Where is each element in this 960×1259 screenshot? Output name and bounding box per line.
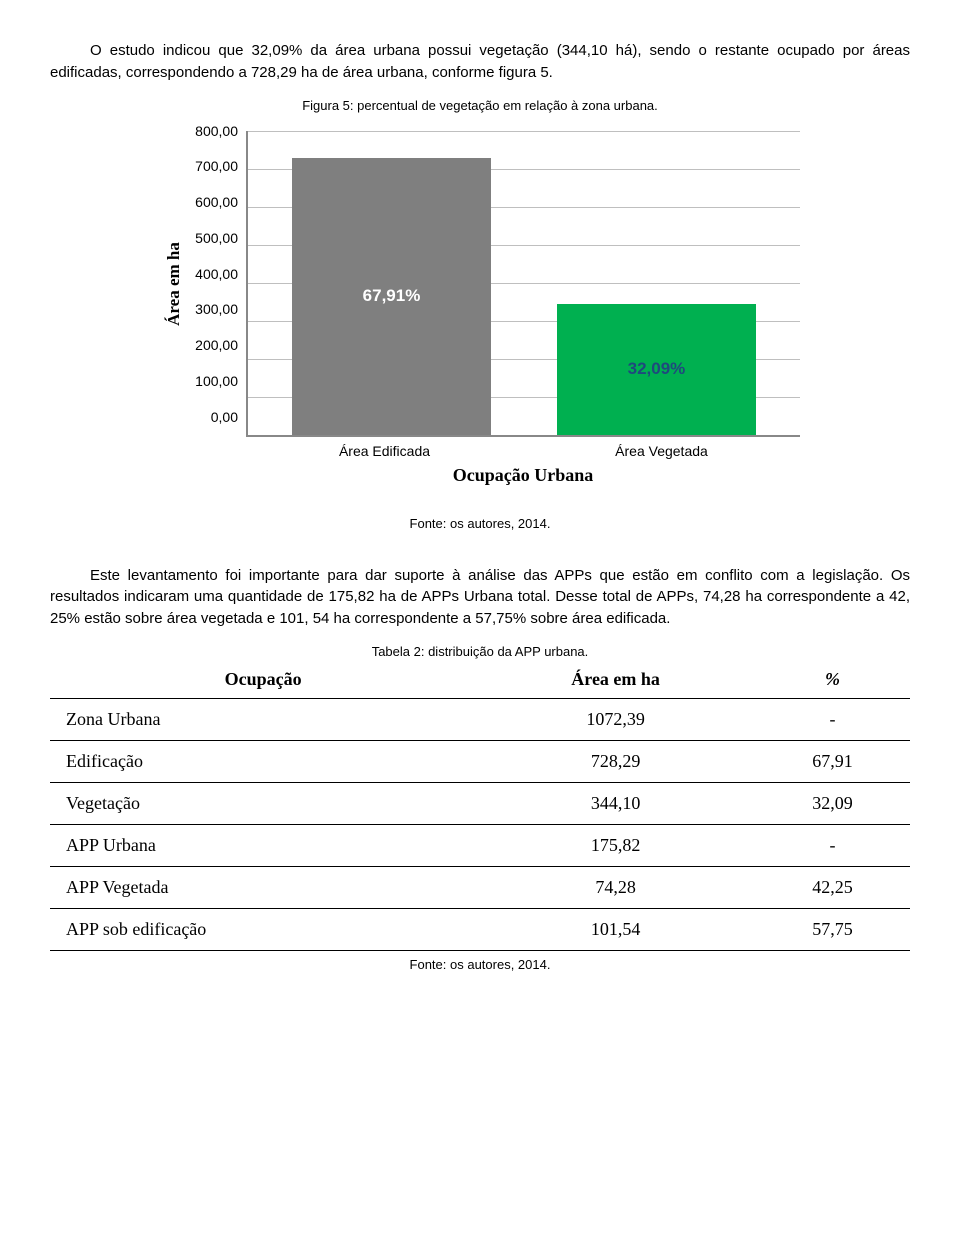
- table2-source: Fonte: os autores, 2014.: [50, 957, 910, 972]
- table-cell: -: [755, 698, 910, 740]
- y-tick: 800,00: [188, 122, 238, 140]
- y-tick: 200,00: [188, 336, 238, 354]
- table-row: Edificação728,2967,91: [50, 740, 910, 782]
- table-cell: -: [755, 824, 910, 866]
- y-tick: 500,00: [188, 229, 238, 247]
- x-category: Área Vegetada: [523, 443, 800, 459]
- table-cell: APP sob edificação: [50, 908, 476, 950]
- y-tick: 700,00: [188, 157, 238, 175]
- table-row: APP sob edificação101,5457,75: [50, 908, 910, 950]
- x-category: Área Edificada: [246, 443, 523, 459]
- table-cell: 57,75: [755, 908, 910, 950]
- table-col-ocupacao: Ocupação: [50, 661, 476, 699]
- table-cell: 42,25: [755, 866, 910, 908]
- table-cell: APP Vegetada: [50, 866, 476, 908]
- bar: 32,09%: [557, 304, 756, 435]
- table-row: Vegetação344,1032,09: [50, 782, 910, 824]
- table-cell: Edificação: [50, 740, 476, 782]
- y-tick: 600,00: [188, 193, 238, 211]
- table-cell: 67,91: [755, 740, 910, 782]
- table-row: APP Vegetada74,2842,25: [50, 866, 910, 908]
- table-header-row: Ocupação Área em ha %: [50, 661, 910, 699]
- table-cell: 1072,39: [476, 698, 755, 740]
- table-cell: 74,28: [476, 866, 755, 908]
- table-cell: 175,82: [476, 824, 755, 866]
- table-cell: 344,10: [476, 782, 755, 824]
- y-tick: 300,00: [188, 300, 238, 318]
- table-cell: 32,09: [755, 782, 910, 824]
- x-axis-categories: Área EdificadaÁrea Vegetada: [246, 443, 800, 459]
- bar-value-label: 32,09%: [628, 359, 686, 379]
- gridline: [248, 131, 800, 132]
- table-col-area: Área em ha: [476, 661, 755, 699]
- table-row: Zona Urbana1072,39-: [50, 698, 910, 740]
- table-row: APP Urbana175,82-: [50, 824, 910, 866]
- figure5-source: Fonte: os autores, 2014.: [50, 516, 910, 531]
- chart-plot-area: 67,91% 32,09%: [246, 131, 800, 437]
- table-cell: Zona Urbana: [50, 698, 476, 740]
- y-axis-ticks: 800,00 700,00 600,00 500,00 400,00 300,00 200,…: [188, 122, 246, 426]
- y-tick: 0,00: [188, 408, 238, 426]
- y-axis-label-text: Área em ha: [164, 242, 184, 326]
- paragraph-intro: O estudo indicou que 32,09% da área urba…: [50, 40, 910, 84]
- y-tick: 100,00: [188, 372, 238, 390]
- y-tick: 400,00: [188, 265, 238, 283]
- bar-chart: Área em ha 800,00700,00600,00500,00400,0…: [160, 131, 800, 486]
- table-cell: 101,54: [476, 908, 755, 950]
- bar-value-label: 67,91%: [363, 286, 421, 306]
- paragraph-analysis: Este levantamento foi importante para da…: [50, 565, 910, 630]
- x-axis-label: Ocupação Urbana: [246, 465, 800, 486]
- bar: 67,91%: [292, 158, 491, 435]
- table-cell: Vegetação: [50, 782, 476, 824]
- table-cell: 728,29: [476, 740, 755, 782]
- y-axis-label: Área em ha: [160, 131, 188, 437]
- app-distribution-table: Ocupação Área em ha % Zona Urbana1072,39…: [50, 661, 910, 951]
- table-cell: APP Urbana: [50, 824, 476, 866]
- table-col-pct: %: [755, 661, 910, 699]
- figure5-caption: Figura 5: percentual de vegetação em rel…: [50, 98, 910, 113]
- table2-caption: Tabela 2: distribuição da APP urbana.: [50, 644, 910, 659]
